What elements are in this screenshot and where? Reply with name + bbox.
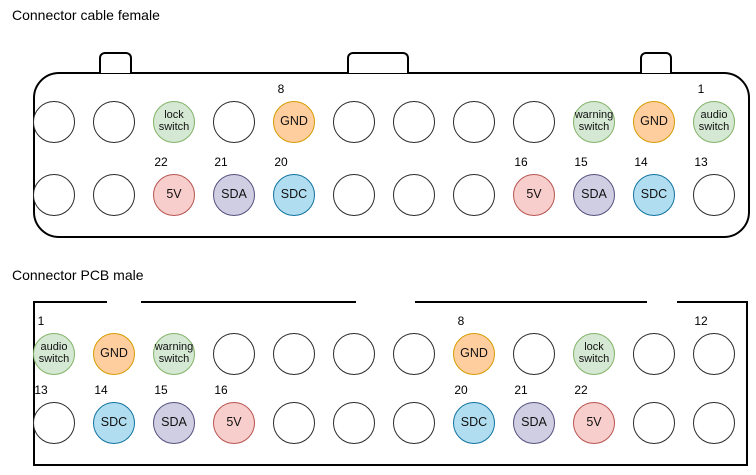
alignment-tab-left (99, 52, 132, 73)
notch-gap-middle (356, 300, 415, 304)
alignment-tab-right (640, 52, 672, 73)
alignment-tab-middle (347, 52, 409, 73)
female-connector-title: Connector cable female (12, 7, 160, 23)
female-connector-outline (33, 52, 750, 238)
notch-gap-right (647, 300, 677, 304)
male-connector-title: Connector PCB male (12, 267, 144, 283)
male-connector-outline (33, 300, 748, 466)
notch-gap-left (107, 300, 141, 304)
